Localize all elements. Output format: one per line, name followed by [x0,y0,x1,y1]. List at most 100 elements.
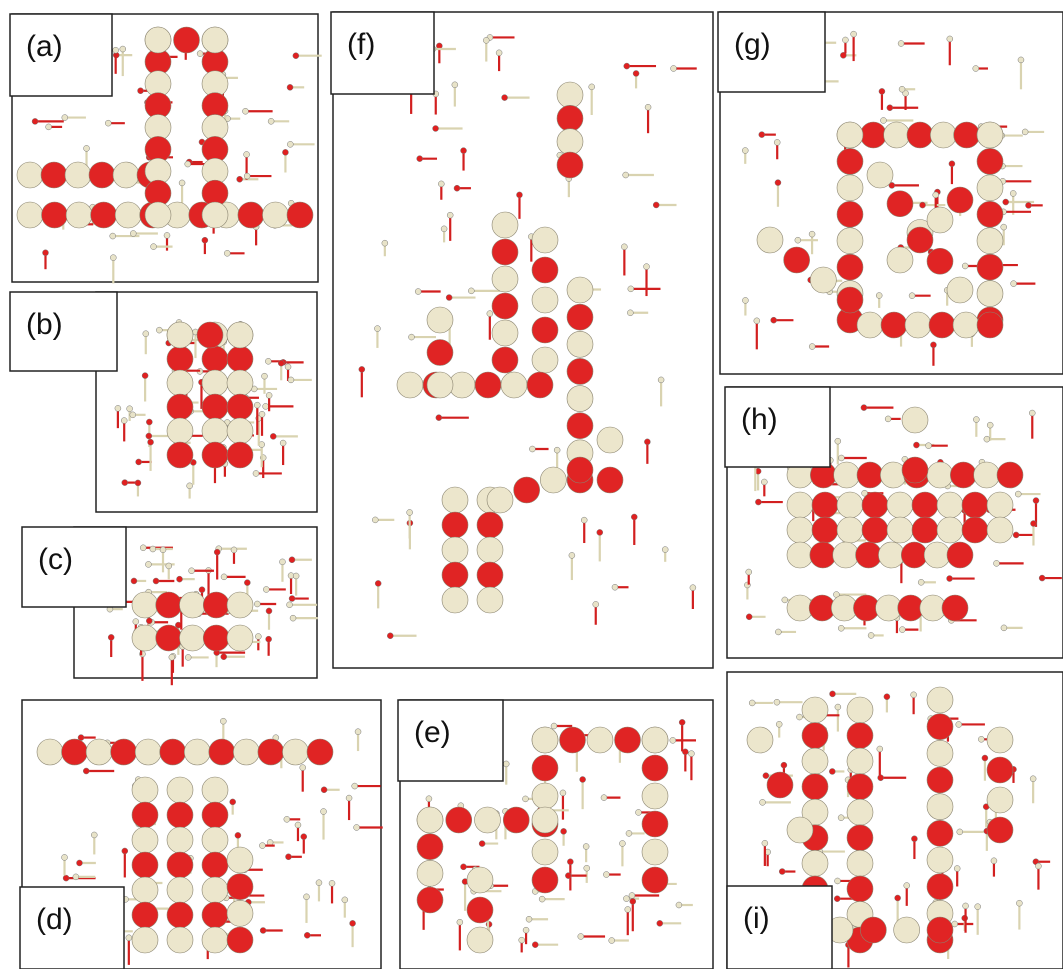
bead [887,517,913,543]
bead [180,625,206,651]
atom [454,185,460,191]
bead [167,927,193,953]
atom [342,897,348,903]
bead [810,267,836,293]
bead [747,727,773,753]
bead [902,407,928,433]
atom [321,809,327,815]
bead [962,517,988,543]
atom [973,417,979,423]
bead [833,542,859,568]
atom [993,560,999,566]
atom [954,866,960,872]
bead [953,312,979,338]
bead [503,807,529,833]
bead [834,462,860,488]
panel-label: (a) [26,30,63,63]
bead [514,477,540,503]
atom [304,932,310,938]
atom [578,933,584,939]
atom [583,844,589,850]
bead [167,802,193,828]
atom [42,250,48,256]
atom [532,942,538,948]
atom [589,84,595,90]
atom [603,872,609,878]
atom [742,148,748,154]
bead [132,777,158,803]
atom [457,919,463,925]
atom [126,935,132,941]
bead [927,207,953,233]
atom [1003,199,1009,205]
atom [265,358,271,364]
atom [253,470,259,476]
bead [492,293,518,319]
bead [615,727,641,753]
atom [285,364,291,370]
figure: (a)(b)(c)(d)(e)(f)(g)(h)(i) [0,0,1063,969]
atom [290,615,296,621]
atom [84,145,90,151]
bead [802,850,828,876]
atom [878,775,884,781]
atom [110,255,116,261]
atom [73,874,79,880]
atom [452,82,458,88]
bead [202,27,228,53]
atom [933,192,939,198]
atom [221,654,227,660]
atom [133,619,139,625]
atom [609,938,615,944]
atom [164,232,170,238]
bead [560,727,586,753]
bead [532,347,558,373]
bead [927,248,953,274]
atom [949,161,955,167]
atom [755,499,761,505]
atom [956,721,962,727]
bead [167,322,193,348]
bead [227,592,253,618]
bead [950,462,976,488]
bead [942,595,968,621]
bead [532,227,558,253]
atom [460,864,466,870]
atom [679,719,685,725]
atom [529,446,535,452]
bead [847,799,873,825]
bead [927,847,953,873]
atom [468,288,474,294]
bead [977,148,1003,174]
bead [174,27,200,53]
atom [426,796,432,802]
atom [301,834,307,840]
atom [775,629,781,635]
bead [487,487,513,513]
atom [113,47,119,53]
atom [121,418,127,424]
bead [837,122,863,148]
atom [973,66,979,72]
bead [132,625,158,651]
atom [375,580,381,586]
bead [167,442,193,468]
bead [132,827,158,853]
atom [372,517,378,523]
bead [227,900,253,926]
bead [787,492,813,518]
bead [812,492,838,518]
bead [227,370,253,396]
atom [266,636,272,642]
bead [492,347,518,373]
bead [475,372,501,398]
atom [581,517,587,523]
bead [847,876,873,902]
atom [62,854,68,860]
atom [1022,129,1028,135]
bead [987,787,1013,813]
atom [487,311,493,317]
bead [802,748,828,774]
bead [887,492,913,518]
atom [879,88,885,94]
